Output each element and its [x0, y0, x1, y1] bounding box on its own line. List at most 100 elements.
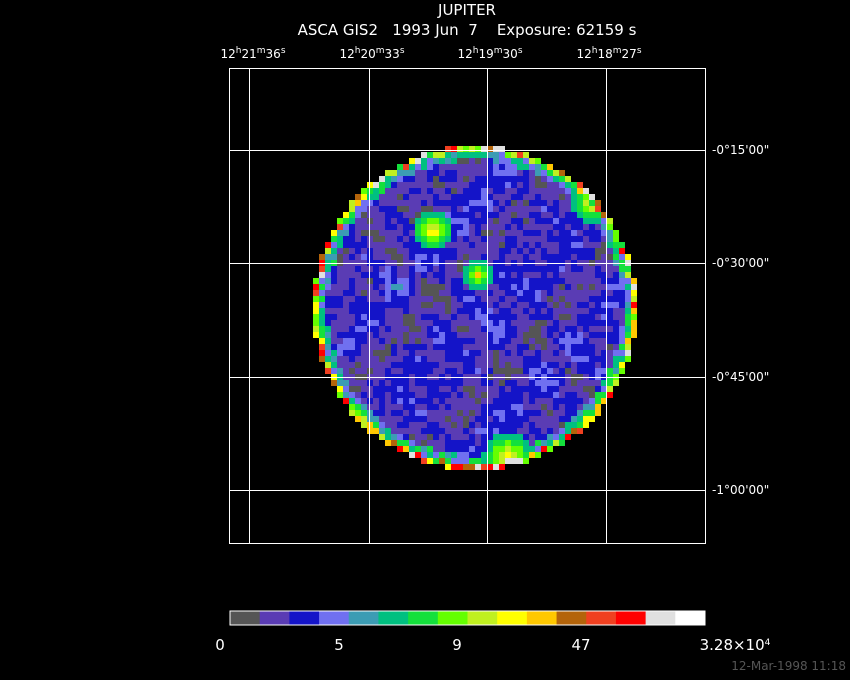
pixel	[523, 314, 529, 320]
pixel	[409, 272, 415, 278]
pixel	[361, 290, 367, 296]
pixel	[511, 176, 517, 182]
pixel	[505, 206, 511, 212]
pixel	[487, 194, 493, 200]
pixel	[331, 308, 337, 314]
pixel	[427, 422, 433, 428]
pixel	[529, 266, 535, 272]
pixel	[487, 164, 493, 170]
pixel	[541, 386, 547, 392]
pixel	[505, 326, 511, 332]
pixel	[397, 194, 403, 200]
pixel	[529, 164, 535, 170]
pixel	[571, 224, 577, 230]
pixel	[397, 254, 403, 260]
pixel	[445, 314, 451, 320]
pixel	[325, 350, 331, 356]
pixel	[547, 302, 553, 308]
pixel	[517, 308, 523, 314]
pixel	[355, 200, 361, 206]
pixel	[523, 242, 529, 248]
pixel	[535, 230, 541, 236]
pixel	[517, 158, 523, 164]
pixel	[349, 236, 355, 242]
pixel	[463, 254, 469, 260]
pixel	[517, 386, 523, 392]
pixel	[517, 176, 523, 182]
pixel	[445, 188, 451, 194]
pixel	[505, 356, 511, 362]
pixel	[529, 368, 535, 374]
pixel	[583, 356, 589, 362]
pixel	[451, 164, 457, 170]
pixel	[583, 422, 589, 428]
pixel	[403, 386, 409, 392]
pixel	[613, 248, 619, 254]
pixel	[535, 200, 541, 206]
pixel	[487, 458, 493, 464]
pixel	[493, 164, 499, 170]
pixel	[553, 362, 559, 368]
pixel	[499, 236, 505, 242]
pixel	[511, 206, 517, 212]
pixel	[445, 152, 451, 158]
pixel	[559, 224, 565, 230]
pixel	[481, 194, 487, 200]
pixel	[535, 170, 541, 176]
pixel	[409, 332, 415, 338]
pixel	[601, 338, 607, 344]
pixel	[469, 464, 475, 470]
pixel	[445, 404, 451, 410]
pixel	[355, 206, 361, 212]
pixel	[535, 380, 541, 386]
pixel	[415, 212, 421, 218]
pixel	[391, 326, 397, 332]
pixel	[529, 422, 535, 428]
pixel	[511, 356, 517, 362]
pixel	[487, 380, 493, 386]
pixel	[553, 338, 559, 344]
pixel	[619, 278, 625, 284]
pixel	[565, 218, 571, 224]
pixel	[565, 386, 571, 392]
pixel	[493, 284, 499, 290]
pixel	[385, 254, 391, 260]
pixel	[535, 404, 541, 410]
pixel	[619, 344, 625, 350]
pixel	[475, 224, 481, 230]
pixel	[409, 224, 415, 230]
pixel	[457, 440, 463, 446]
pixel	[571, 320, 577, 326]
pixel	[565, 314, 571, 320]
pixel	[577, 410, 583, 416]
pixel	[439, 458, 445, 464]
pixel	[445, 272, 451, 278]
pixel	[385, 218, 391, 224]
pixel	[319, 254, 325, 260]
pixel	[511, 194, 517, 200]
pixel	[427, 434, 433, 440]
pixel	[463, 446, 469, 452]
pixel	[379, 224, 385, 230]
pixel	[409, 380, 415, 386]
pixel	[505, 314, 511, 320]
pixel	[391, 248, 397, 254]
pixel	[403, 398, 409, 404]
pixel	[463, 194, 469, 200]
pixel	[445, 410, 451, 416]
pixel	[403, 446, 409, 452]
pixel	[421, 194, 427, 200]
pixel	[343, 338, 349, 344]
pixel	[475, 386, 481, 392]
pixel	[523, 392, 529, 398]
pixel	[373, 242, 379, 248]
pixel	[421, 338, 427, 344]
pixel	[433, 428, 439, 434]
pixel	[355, 218, 361, 224]
pixel	[331, 362, 337, 368]
pixel	[589, 230, 595, 236]
pixel	[487, 308, 493, 314]
pixel	[391, 206, 397, 212]
pixel	[529, 272, 535, 278]
pixel	[463, 344, 469, 350]
